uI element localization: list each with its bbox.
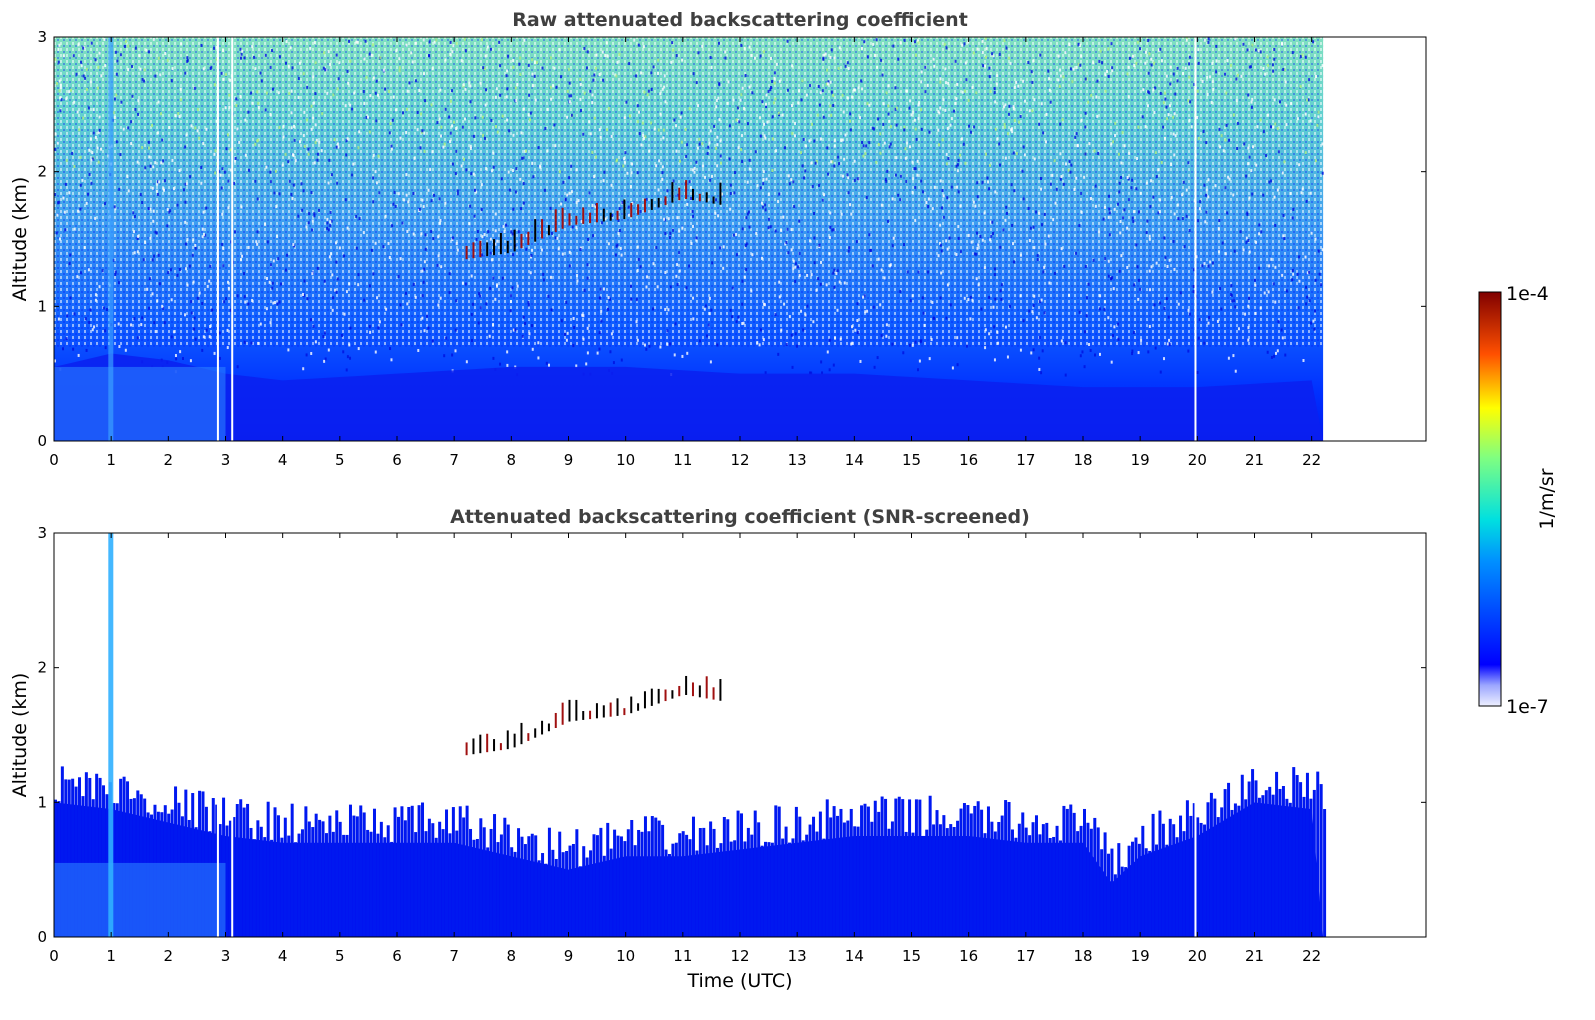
x-tick-label: 20: [1188, 451, 1207, 469]
x-tick-label: 11: [673, 451, 692, 469]
boundary-layer: [54, 353, 1324, 441]
screened-backscatter-panel: Attenuated backscattering coefficient (S…: [9, 506, 1427, 992]
aerosol-core: [54, 862, 226, 937]
x-tick-label: 13: [788, 947, 807, 965]
x-tick-label: 11: [673, 947, 692, 965]
x-tick-label: 12: [730, 947, 749, 965]
x-tick-label: 2: [164, 451, 174, 469]
precipitation-column: [108, 37, 114, 441]
x-tick-label: 1: [106, 947, 116, 965]
x-tick-label: 8: [507, 947, 517, 965]
x-tick-label: 2: [164, 947, 174, 965]
x-tick-label: 0: [49, 451, 59, 469]
x-tick-label: 4: [278, 947, 288, 965]
x-tick-label: 15: [902, 451, 921, 469]
x-tick-label: 22: [1302, 947, 1321, 965]
x-tick-label: 1: [106, 451, 116, 469]
x-axis-label: Time (UTC): [686, 970, 792, 992]
x-tick-label: 18: [1073, 451, 1092, 469]
x-tick-label: 3: [221, 451, 231, 469]
x-tick-label: 7: [449, 947, 459, 965]
y-tick-label: 1: [37, 793, 47, 811]
colorbar: 1e-4 1e-7 1/m/sr: [1478, 283, 1558, 718]
x-tick-label: 9: [564, 947, 574, 965]
x-tick-label: 14: [845, 947, 864, 965]
x-tick-label: 7: [449, 451, 459, 469]
x-tick-label: 6: [392, 947, 402, 965]
x-tick-label: 18: [1073, 947, 1092, 965]
colorbar-unit-label: 1/m/sr: [1536, 468, 1558, 529]
x-tick-label: 15: [902, 947, 921, 965]
panel-title: Raw attenuated backscattering coefficien…: [512, 9, 968, 31]
x-tick-label: 16: [959, 451, 978, 469]
x-tick-label: 4: [278, 451, 288, 469]
data-gap: [1194, 37, 1197, 441]
precipitation-column: [108, 533, 114, 937]
data-gap: [216, 37, 219, 441]
x-tick-label: 17: [1016, 451, 1035, 469]
noise-texture: [54, 37, 1324, 347]
x-tick-label: 3: [221, 947, 231, 965]
x-tick-label: 5: [335, 451, 345, 469]
x-tick-label: 0: [49, 947, 59, 965]
x-tick-label: 17: [1016, 947, 1035, 965]
data-gap: [231, 533, 234, 937]
x-tick-label: 21: [1245, 451, 1264, 469]
colorbar-min-label: 1e-7: [1506, 696, 1549, 718]
x-tick-label: 21: [1245, 947, 1264, 965]
x-tick-label: 10: [616, 451, 635, 469]
cloud-band: [465, 180, 722, 260]
y-tick-label: 1: [37, 297, 47, 315]
y-tick-label: 2: [37, 163, 47, 181]
x-tick-label: 9: [564, 451, 574, 469]
x-tick-label: 19: [1131, 947, 1150, 965]
noise-speckles: [54, 37, 1325, 377]
y-axis-label: Altitude (km): [9, 177, 31, 302]
y-tick-label: 2: [37, 659, 47, 677]
data-gap: [216, 533, 219, 937]
x-tick-label: 6: [392, 451, 402, 469]
aerosol-layer: [54, 766, 1327, 937]
cloud-band: [465, 675, 722, 756]
y-tick-label: 0: [37, 432, 47, 450]
raw-backscatter-panel: Raw attenuated backscattering coefficien…: [9, 9, 1427, 469]
x-tick-label: 16: [959, 947, 978, 965]
x-tick-label: 20: [1188, 947, 1207, 965]
x-tick-label: 22: [1302, 451, 1321, 469]
colorbar-scale: [1478, 291, 1502, 707]
data-gap: [231, 37, 234, 441]
y-tick-label: 3: [37, 524, 47, 542]
colorbar-max-label: 1e-4: [1506, 283, 1549, 305]
x-tick-label: 10: [616, 947, 635, 965]
x-tick-label: 12: [730, 451, 749, 469]
aerosol-core: [54, 366, 226, 441]
x-tick-label: 19: [1131, 451, 1150, 469]
y-tick-label: 3: [37, 28, 47, 46]
panel-title: Attenuated backscattering coefficient (S…: [450, 506, 1030, 528]
y-axis-label: Altitude (km): [9, 673, 31, 798]
x-tick-label: 14: [845, 451, 864, 469]
y-tick-label: 0: [37, 928, 47, 946]
x-tick-label: 13: [788, 451, 807, 469]
x-tick-label: 5: [335, 947, 345, 965]
data-gap: [1194, 533, 1197, 937]
x-tick-label: 8: [507, 451, 517, 469]
